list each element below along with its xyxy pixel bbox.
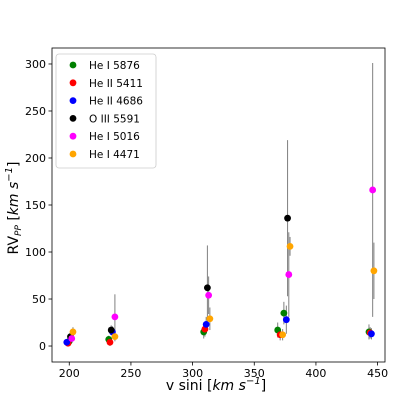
data-point	[69, 328, 77, 336]
y-axis-label: RVPP [km s−1]	[4, 161, 24, 254]
x-tick-label: 450	[367, 367, 388, 380]
data-point	[205, 291, 213, 299]
data-point	[279, 331, 287, 339]
legend-entry: He II 5411	[89, 78, 143, 90]
data-point	[280, 309, 288, 317]
data-point	[202, 320, 210, 328]
x-axis-label: v sini [km s−1]	[166, 376, 266, 394]
data-point	[285, 271, 293, 278]
legend-entry: He II 4686	[89, 96, 143, 108]
data-point	[286, 242, 294, 250]
data-point	[368, 330, 375, 338]
legend-entry: He I 5876	[89, 60, 140, 72]
x-tick-label: 250	[120, 367, 141, 380]
legend-entry: O III 5591	[89, 113, 140, 125]
data-point	[107, 326, 115, 334]
x-tick-label: 300	[182, 367, 203, 380]
x-tick-label: 350	[244, 367, 265, 380]
y-tick-label: 300	[25, 58, 46, 71]
data-point	[369, 186, 377, 194]
legend-marker	[69, 97, 77, 104]
data-point	[206, 315, 214, 323]
y-tick-label: 200	[25, 152, 46, 165]
legend-entry: He I 5016	[89, 131, 140, 143]
y-axis-ticks: 0 50 100 150 200 250 300	[25, 58, 52, 353]
y-tick-label: 250	[25, 105, 46, 118]
legend: He I 5876 He II 5411 He II 4686 O III 5591 H…	[55, 53, 157, 169]
legend-entry: He I 4471	[89, 149, 140, 161]
x-axis-ticks: 200 250 300 350 400 450	[59, 362, 388, 380]
y-tick-label: 150	[25, 199, 46, 212]
legend-marker	[69, 132, 77, 140]
data-point	[284, 214, 291, 222]
y-tick-label: 100	[25, 246, 46, 259]
data-point	[63, 338, 71, 346]
data-point	[370, 267, 378, 275]
x-tick-label: 400	[305, 367, 326, 380]
data-point	[111, 313, 119, 321]
x-tick-label: 200	[59, 367, 80, 380]
legend-marker	[69, 79, 77, 87]
y-tick-label: 50	[32, 293, 46, 306]
legend-marker	[69, 61, 77, 69]
y-tick-label: 0	[39, 340, 46, 353]
legend-box	[55, 53, 157, 169]
legend-marker	[69, 150, 77, 158]
data-markers	[63, 186, 378, 347]
data-point	[68, 335, 76, 342]
data-point	[282, 316, 290, 324]
data-point	[106, 338, 114, 346]
legend-marker	[69, 115, 77, 122]
data-point	[111, 333, 119, 341]
data-point	[204, 284, 211, 292]
